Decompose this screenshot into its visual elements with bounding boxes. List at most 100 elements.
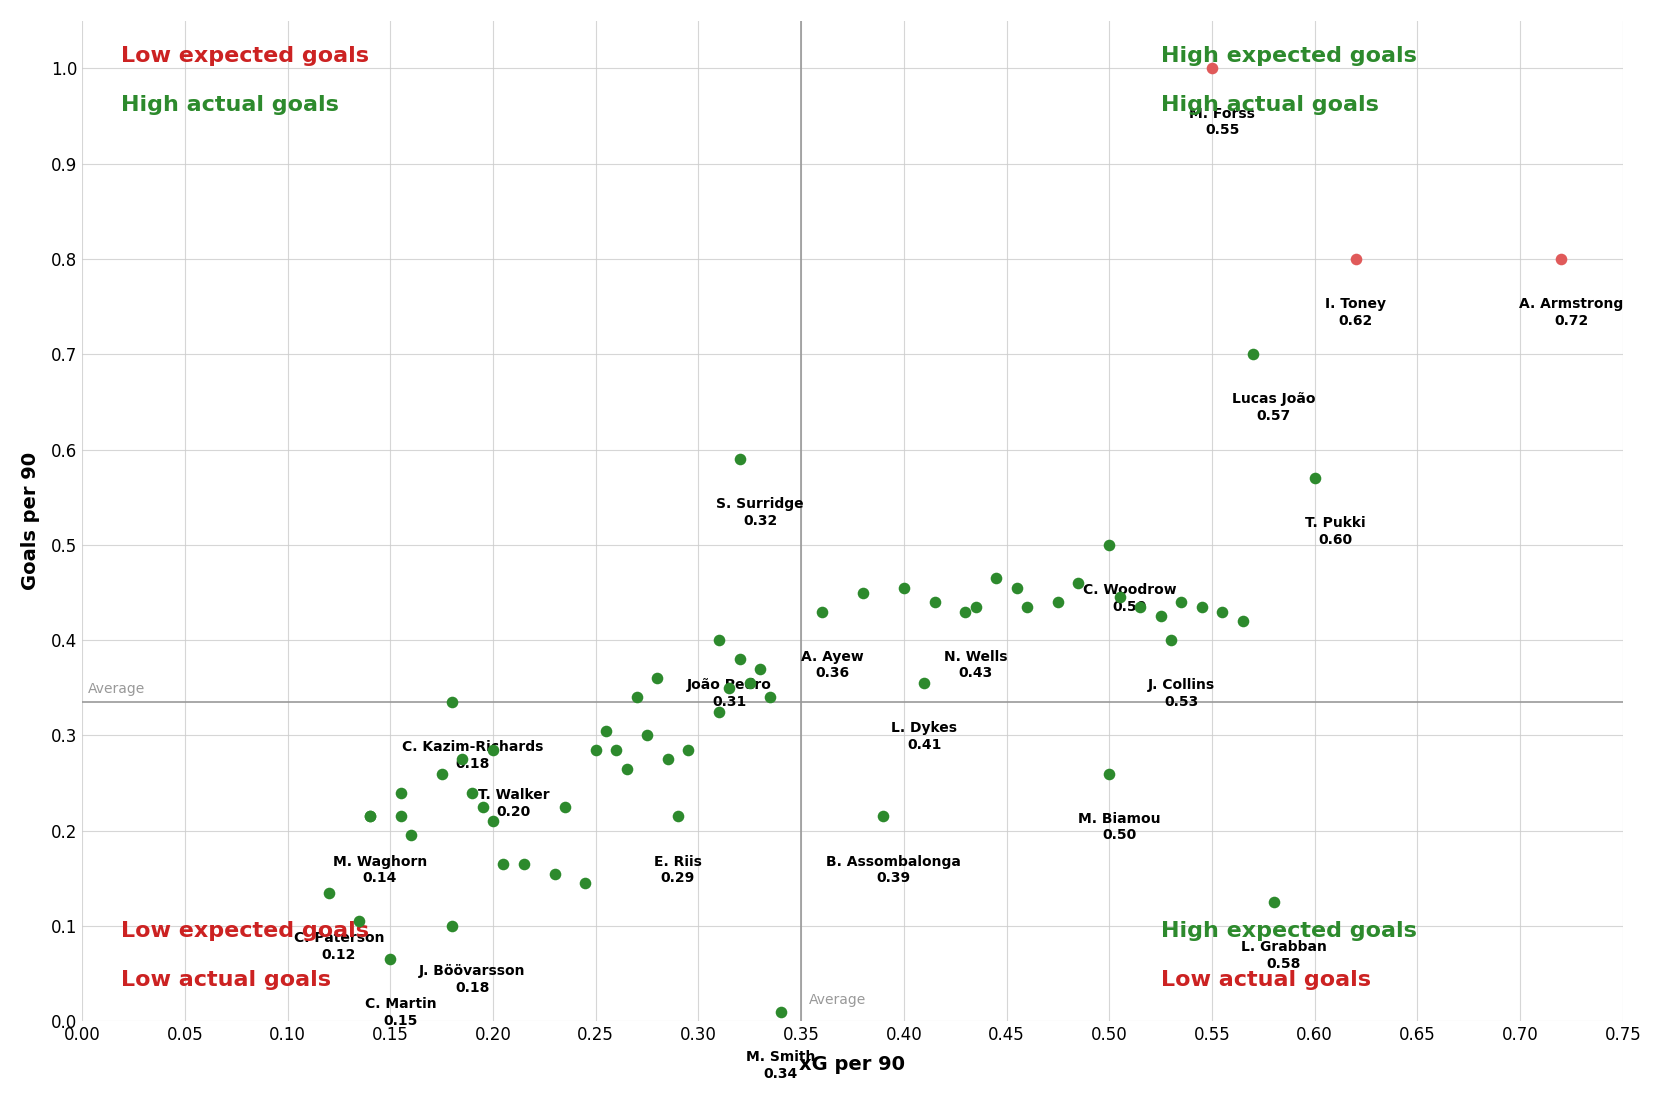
Point [869,807,896,825]
Point [706,632,733,649]
Text: High actual goals: High actual goals [1160,94,1378,115]
Text: J. Böövarsson
0.18: J. Böövarsson 0.18 [419,964,525,995]
Text: L. Grabban
0.58: L. Grabban 0.58 [1242,940,1326,971]
Point [768,1003,794,1020]
Point [429,765,455,782]
Point [1095,765,1122,782]
Text: A. Ayew
0.36: A. Ayew 0.36 [801,649,863,680]
Point [510,856,537,873]
Text: L. Dykes
0.41: L. Dykes 0.41 [891,721,957,751]
Text: C. Woodrow
0.50: C. Woodrow 0.50 [1084,583,1177,613]
Point [982,569,1009,587]
Point [542,864,568,882]
Text: M. Smith
0.34: M. Smith 0.34 [746,1050,816,1081]
Point [572,874,598,892]
Text: Low expected goals: Low expected goals [121,46,369,66]
Point [808,602,834,620]
Point [962,598,989,615]
Point [1065,574,1092,591]
Point [480,813,507,830]
Point [675,740,701,758]
Point [706,703,733,721]
Point [849,584,876,601]
Point [480,740,507,758]
Point [911,675,937,692]
Point [1107,588,1133,606]
Y-axis label: Goals per 90: Goals per 90 [22,452,40,590]
Point [582,740,608,758]
Text: Average: Average [88,682,146,697]
Point [603,740,630,758]
Text: C. Martin
0.15: C. Martin 0.15 [364,997,437,1028]
Point [1147,608,1173,625]
Text: I. Toney
0.62: I. Toney 0.62 [1325,297,1386,328]
Point [490,856,517,873]
Text: M. Waghorn
0.14: M. Waghorn 0.14 [332,855,427,885]
Text: M. Forss
0.55: M. Forss 0.55 [1190,106,1255,137]
Point [459,784,485,802]
Point [346,913,372,930]
Point [439,693,465,711]
Text: M. Biamou
0.50: M. Biamou 0.50 [1079,812,1160,842]
Text: T. Walker
0.20: T. Walker 0.20 [477,788,550,818]
Text: C. Kazim-Richards
0.18: C. Kazim-Richards 0.18 [402,740,543,771]
Point [1158,632,1185,649]
Point [1301,470,1328,487]
Point [356,807,382,825]
Point [387,784,414,802]
Point [1230,612,1256,630]
Point [726,651,753,668]
Point [397,827,424,845]
Point [1014,598,1040,615]
Text: C. Paterson
0.12: C. Paterson 0.12 [294,930,384,961]
Point [623,689,650,706]
Point [891,579,917,597]
Point [316,884,342,902]
Text: T. Pukki
0.60: T. Pukki 0.60 [1305,517,1366,547]
Point [1240,346,1266,363]
Text: High actual goals: High actual goals [121,94,339,115]
Text: Low actual goals: Low actual goals [1160,970,1371,991]
Point [952,602,979,620]
Point [469,799,495,816]
Point [736,675,763,692]
Text: High expected goals: High expected goals [1160,921,1416,941]
Text: Average: Average [809,993,866,1007]
Point [1343,250,1369,268]
Text: A. Armstrong
0.72: A. Armstrong 0.72 [1519,297,1624,328]
Point [665,807,691,825]
Text: Low actual goals: Low actual goals [121,970,331,991]
Point [387,807,414,825]
Text: N. Wells
0.43: N. Wells 0.43 [944,649,1007,680]
Point [1198,59,1225,77]
Point [356,807,382,825]
Point [1168,593,1195,611]
Point [645,669,671,687]
Point [716,679,743,697]
Point [1045,593,1072,611]
Point [439,917,465,935]
Point [1004,579,1030,597]
Point [1208,602,1235,620]
Point [746,660,773,678]
Point [1127,598,1153,615]
Text: João Pedro
0.31: João Pedro 0.31 [686,678,771,709]
Point [921,593,947,611]
Text: Low expected goals: Low expected goals [121,921,369,941]
Point [552,799,578,816]
Point [593,722,620,739]
Point [1188,598,1215,615]
Point [613,760,640,778]
Text: High expected goals: High expected goals [1160,46,1416,66]
Point [1095,536,1122,554]
Text: S. Surridge
0.32: S. Surridge 0.32 [716,497,804,528]
Text: J. Collins
0.53: J. Collins 0.53 [1147,678,1215,709]
Point [726,451,753,468]
Point [756,689,783,706]
Text: Lucas João
0.57: Lucas João 0.57 [1232,393,1315,423]
X-axis label: xG per 90: xG per 90 [799,1055,906,1074]
Point [1547,250,1574,268]
Text: E. Riis
0.29: E. Riis 0.29 [653,855,701,885]
Point [655,750,681,768]
Point [633,726,660,744]
